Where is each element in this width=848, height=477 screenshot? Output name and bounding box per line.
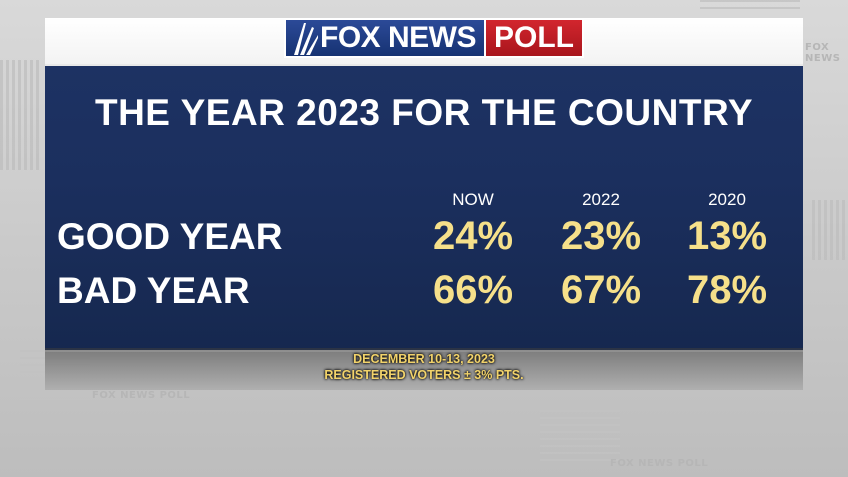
row-label-good-year: GOOD YEAR — [57, 216, 283, 257]
fox-news-logo: FOX NEWS — [284, 18, 485, 58]
column-header-now: NOW — [452, 190, 494, 209]
bad-year-2022-value: 67% — [560, 268, 642, 312]
footer-band — [45, 348, 803, 390]
poll-panel: THE YEAR 2023 FOR THE COUNTRY NOW 2022 2… — [45, 64, 803, 352]
fox-news-poll-logo: FOX NEWS POLL — [284, 18, 585, 58]
background-watermark: FOX NEWS POLL — [92, 390, 191, 401]
searchlight-icon — [294, 23, 318, 55]
poll-dates: DECEMBER 10-13, 2023 — [353, 352, 495, 366]
good-year-2020-value: 13% — [686, 214, 768, 258]
column-header-2022: 2022 — [582, 190, 620, 209]
bad-year-now-value: 66% — [432, 268, 514, 312]
good-year-2022-value: 23% — [560, 214, 642, 258]
good-year-now-value: 24% — [432, 214, 514, 258]
background-pattern — [0, 60, 40, 170]
column-header-2020: 2020 — [708, 190, 746, 209]
background-pattern — [700, 0, 800, 14]
row-label-bad-year: BAD YEAR — [57, 270, 250, 311]
background-pattern — [812, 200, 848, 260]
poll-title: THE YEAR 2023 FOR THE COUNTRY — [94, 92, 753, 133]
poll-text: POLL — [494, 21, 575, 54]
background-watermark: FOX NEWS — [805, 42, 841, 64]
bad-year-2020-value: 78% — [686, 268, 768, 312]
background-pattern — [540, 410, 620, 465]
poll-sample-info: REGISTERED VOTERS ± 3% PTS. — [324, 368, 524, 382]
poll-badge: POLL — [484, 18, 585, 58]
background-watermark: FOX NEWS POLL — [610, 458, 709, 469]
fox-news-text: FOX NEWS — [320, 21, 477, 54]
